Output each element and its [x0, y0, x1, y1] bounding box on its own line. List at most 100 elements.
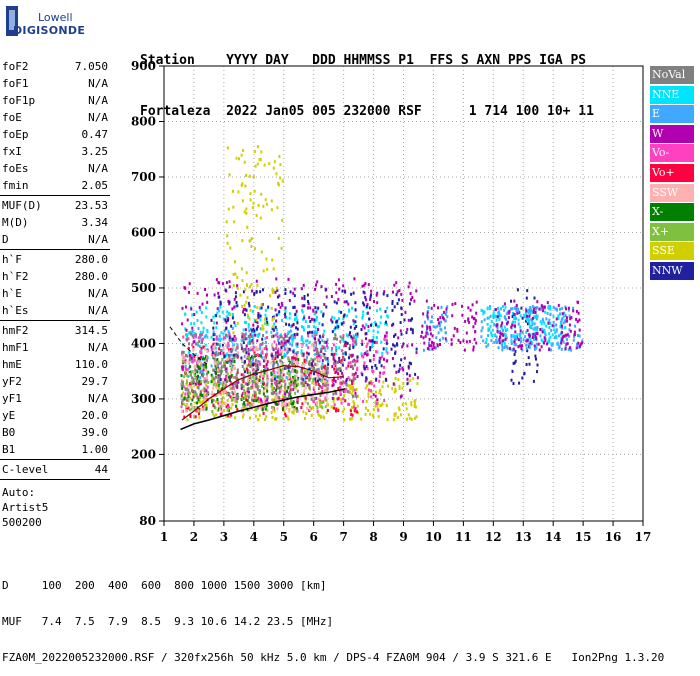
data-point — [277, 303, 280, 307]
data-point — [303, 304, 306, 308]
data-point — [492, 311, 495, 315]
data-point — [184, 313, 187, 317]
data-point — [314, 306, 317, 310]
param-name: hmE — [2, 358, 22, 371]
data-point — [362, 364, 365, 368]
data-point — [246, 399, 249, 403]
data-point — [288, 299, 291, 302]
data-point — [264, 313, 267, 317]
data-point — [333, 316, 336, 320]
data-point — [323, 303, 326, 306]
data-point — [513, 299, 516, 303]
data-point — [300, 349, 303, 353]
data-point — [302, 379, 305, 383]
data-point — [241, 359, 244, 363]
data-point — [271, 335, 273, 339]
data-point — [256, 385, 259, 389]
data-point — [253, 379, 256, 383]
data-point — [218, 351, 220, 355]
data-point — [207, 381, 210, 384]
data-point — [204, 363, 207, 367]
data-point — [284, 388, 287, 392]
data-point — [378, 375, 381, 379]
data-point — [279, 359, 282, 363]
data-point — [271, 408, 274, 412]
param-value: 2.05 — [81, 179, 109, 192]
data-point — [394, 351, 397, 355]
data-point — [261, 408, 264, 412]
data-point — [393, 283, 396, 287]
data-point — [256, 321, 259, 325]
data-point — [400, 292, 403, 296]
data-point — [248, 174, 251, 178]
data-point — [307, 334, 310, 338]
data-point — [227, 344, 230, 348]
data-point — [181, 350, 184, 354]
data-point — [292, 379, 295, 382]
data-point — [487, 316, 490, 320]
data-point — [335, 301, 338, 305]
data-point — [379, 371, 382, 375]
legend-item-vo-: Vo+ — [650, 163, 694, 182]
data-point — [272, 166, 275, 170]
data-point — [302, 410, 305, 414]
data-point — [188, 282, 191, 286]
data-point — [562, 340, 565, 344]
data-point — [456, 329, 459, 333]
data-point — [409, 318, 412, 322]
data-point — [313, 312, 316, 316]
data-point — [492, 316, 495, 320]
data-point — [319, 371, 322, 374]
data-point — [262, 379, 265, 383]
data-point — [301, 308, 304, 312]
data-point — [399, 321, 402, 324]
data-point — [230, 367, 233, 371]
data-point — [288, 373, 291, 377]
data-point — [311, 392, 314, 396]
data-point — [266, 408, 269, 412]
data-point — [221, 310, 224, 314]
data-point — [487, 334, 490, 337]
data-point — [197, 398, 200, 402]
data-point — [566, 338, 569, 342]
data-point — [219, 305, 222, 309]
data-point — [497, 306, 500, 310]
data-point — [308, 362, 310, 366]
data-point — [312, 308, 315, 312]
data-point — [182, 391, 185, 395]
data-point — [412, 377, 415, 381]
data-point — [393, 334, 395, 338]
data-point — [318, 413, 321, 417]
data-point — [190, 330, 193, 334]
data-point — [231, 390, 234, 394]
data-point — [279, 368, 282, 372]
data-point — [240, 383, 243, 387]
data-point — [183, 360, 185, 364]
data-point — [200, 339, 203, 343]
data-point — [376, 350, 379, 354]
data-point — [361, 284, 364, 288]
data-point — [520, 306, 523, 310]
data-point — [206, 335, 209, 339]
data-point — [340, 401, 343, 405]
data-point — [516, 333, 519, 337]
data-point — [391, 323, 393, 327]
data-point — [364, 379, 367, 383]
data-point — [564, 314, 567, 318]
data-point — [243, 313, 246, 317]
param-value: 39.0 — [81, 426, 109, 439]
data-point — [252, 345, 255, 349]
data-point — [256, 387, 259, 391]
data-point — [284, 414, 287, 418]
data-point — [370, 293, 372, 297]
data-point — [471, 303, 474, 307]
data-point — [490, 331, 493, 335]
data-point — [241, 365, 244, 368]
data-point — [212, 386, 215, 390]
data-point — [531, 305, 534, 309]
data-point — [438, 324, 441, 327]
data-point — [280, 379, 283, 382]
data-point — [431, 334, 434, 338]
data-point — [340, 392, 342, 396]
data-point — [394, 412, 397, 416]
